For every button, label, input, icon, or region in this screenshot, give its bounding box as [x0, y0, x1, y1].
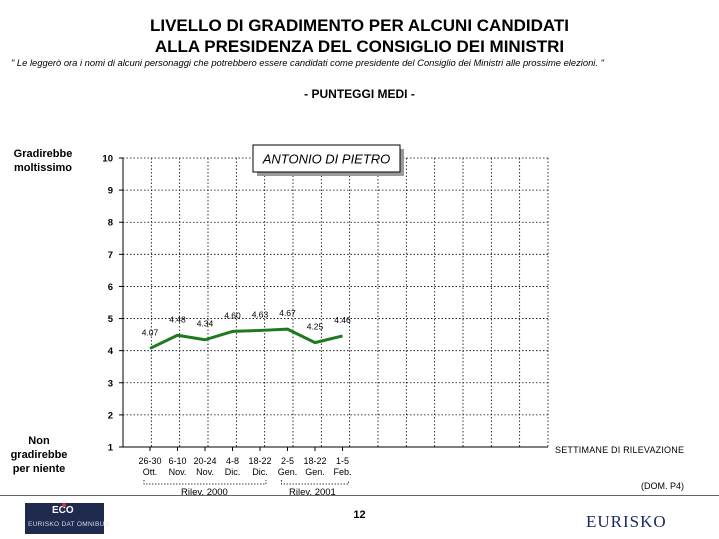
x-tick-label: 26-30: [138, 456, 161, 466]
data-label: 4.25: [307, 322, 324, 332]
x-tick-sublabel: Dic.: [225, 467, 241, 477]
x-tick-label: 1-5: [336, 456, 349, 466]
y-tick-label: 4: [108, 346, 114, 357]
x-tick-label: 4-8: [226, 456, 239, 466]
title-box: [252, 144, 401, 173]
y-tick-label: 7: [108, 250, 113, 261]
y-tick-label: 8: [108, 218, 113, 229]
eco-logo-text: ECO: [52, 505, 74, 516]
x-axis-label: SETTIMANE DI RILEVAZIONE: [555, 445, 685, 455]
page-number: 12: [353, 509, 366, 521]
data-label: 4.67: [279, 308, 296, 318]
series-line: [149, 327, 343, 350]
chart-subtitle: - PUNTEGGI MEDI -: [304, 87, 415, 101]
y-axis-bottom-label: Non gradirebbe per niente: [10, 435, 68, 475]
data-label: 4.63: [252, 309, 269, 319]
eurisko-logo: EURISKO: [586, 512, 667, 531]
x-tick-label: 18-22: [303, 456, 326, 466]
data-label: 4.34: [197, 319, 214, 329]
y-tick-label: 9: [108, 186, 113, 197]
x-tick-sublabel: Nov.: [196, 467, 214, 477]
question-note: " Le leggerò ora i nomi di alcuni person…: [11, 57, 604, 68]
x-tick-label: 2-5: [281, 456, 294, 466]
data-label: 4.60: [224, 310, 241, 320]
data-label: 4.07: [142, 327, 159, 337]
x-tick-sublabel: Nov.: [169, 467, 187, 477]
data-label: 4.48: [169, 314, 186, 324]
y-tick-label: 10: [102, 154, 113, 165]
y-axis-top-label: Gradirebbe moltissimo: [13, 148, 73, 174]
x-tick-sublabel: Gen.: [305, 467, 325, 477]
source-label: (DOM. P4): [641, 481, 685, 491]
x-tick-label: 20-24: [193, 456, 216, 466]
x-tick-sublabel: Gen.: [278, 467, 298, 477]
data-label: 4.46: [334, 315, 351, 325]
y-tick-label: 6: [108, 282, 113, 293]
x-tick-sublabel: Ott.: [143, 467, 158, 477]
group-label-2001: Rilev. 2001: [289, 487, 336, 498]
x-tick-label: 6-10: [168, 456, 186, 466]
group-label-2000: Rilev. 2000: [181, 487, 228, 498]
x-tick-sublabel: Feb.: [333, 467, 351, 477]
y-tick-label: 3: [108, 378, 113, 389]
eco-logo: ECO EURISKO DAT OMNIBUS: [25, 503, 109, 534]
y-tick-label: 2: [108, 410, 113, 421]
group-bracket: [143, 480, 267, 485]
group-bracket: [281, 480, 349, 485]
y-tick-label: 1: [108, 443, 114, 454]
eco-logo-dot: [62, 503, 66, 507]
y-tick-label: 5: [108, 314, 114, 325]
x-tick-label: 18-22: [248, 456, 271, 466]
chart-title-line-1: LIVELLO DI GRADIMENTO PER ALCUNI CANDIDA…: [149, 16, 569, 35]
chart-title-line-2: ALLA PRESIDENZA DEL CONSIGLIO DEI MINIST…: [154, 37, 565, 56]
x-tick-sublabel: Dic.: [252, 467, 268, 477]
series-title: ANTONIO DI PIETRO: [262, 152, 391, 167]
footer-divider: [0, 495, 719, 496]
eco-logo-subtext: EURISKO DAT OMNIBUS: [28, 521, 110, 528]
